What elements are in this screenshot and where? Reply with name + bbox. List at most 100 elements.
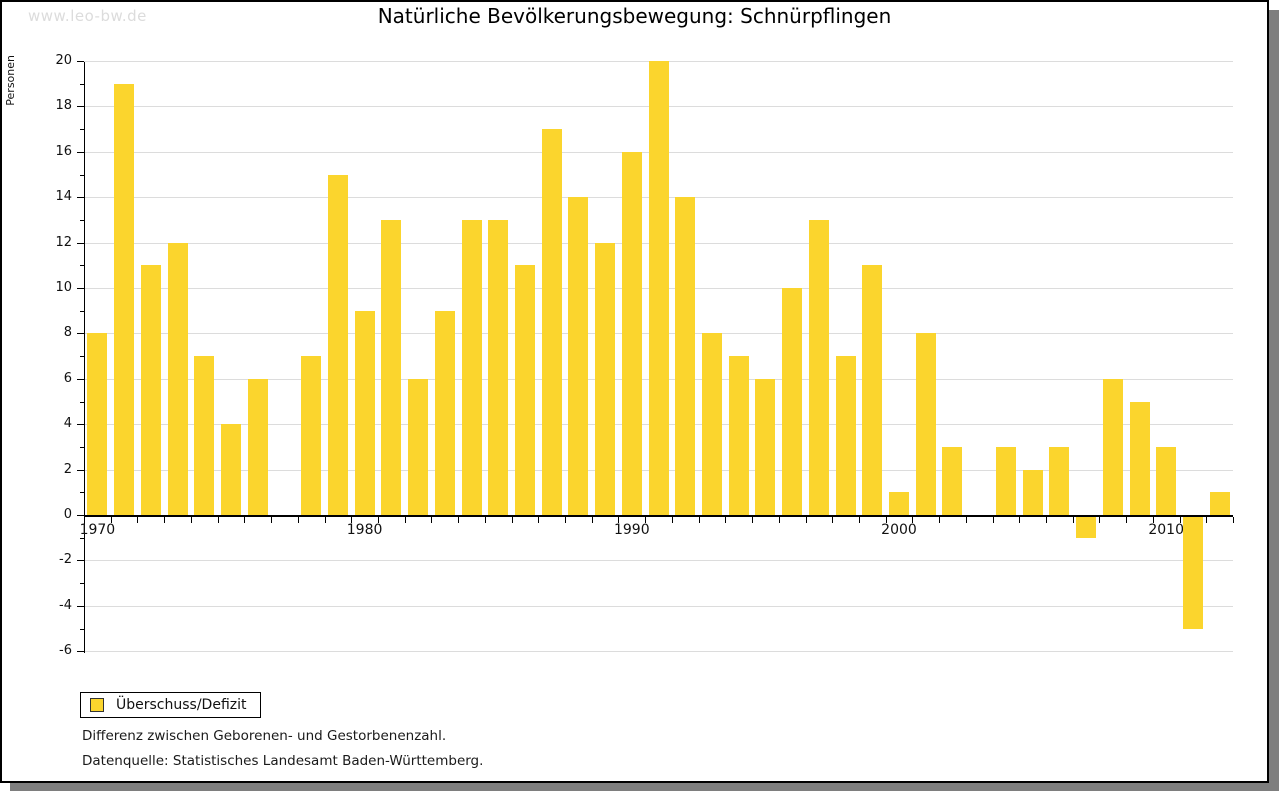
x-tick [591, 517, 593, 523]
x-tick [484, 517, 486, 523]
y-tick-label: 6 [63, 370, 72, 386]
x-tick [1206, 517, 1208, 523]
x-tick [858, 517, 860, 523]
y-tick [80, 537, 84, 539]
y-tick [80, 310, 84, 312]
bar [1049, 446, 1070, 515]
y-tick [80, 129, 84, 131]
bar [221, 424, 241, 515]
legend: Überschuss/Defizit [80, 692, 262, 718]
bar [648, 61, 669, 515]
chart-note: Differenz zwischen Geborenen- und Gestor… [82, 728, 447, 744]
bar [568, 197, 589, 515]
y-axis-line [84, 62, 85, 653]
x-tick [1072, 517, 1074, 523]
gridline [84, 605, 1233, 607]
gridline [84, 651, 1233, 653]
x-tick [190, 517, 192, 523]
x-tick [885, 517, 887, 523]
bar [701, 333, 722, 515]
y-tick [77, 61, 84, 62]
y-tick-label: 10 [55, 280, 72, 295]
y-tick-label: 16 [55, 143, 72, 159]
x-tick [271, 517, 272, 523]
bar [140, 265, 161, 515]
legend-label: Überschuss/Defizit [116, 697, 247, 713]
y-tick-label: 2 [63, 461, 72, 477]
y-tick-label: 0 [63, 507, 72, 522]
y-tick [77, 560, 84, 562]
x-tick [725, 517, 727, 523]
y-tick-label: 8 [63, 325, 72, 341]
bar [889, 492, 909, 515]
x-tick [137, 517, 139, 523]
y-tick [77, 605, 84, 607]
plot-area: -6 -4 -2 0 2 4 6 8 10 12 14 16 18 20 1970 1980 1990 2000 2… [55, 53, 1234, 658]
y-tick [80, 628, 84, 630]
bar [995, 446, 1016, 515]
x-tick [992, 517, 994, 523]
x-tick [1046, 517, 1047, 523]
x-tick [939, 517, 941, 523]
x-tick-label: 1980 [346, 522, 383, 538]
x-tick [752, 517, 753, 523]
x-tick-label: 1990 [613, 522, 650, 538]
bar [247, 378, 268, 515]
x-tick-label: 2000 [881, 522, 917, 538]
x-tick [164, 517, 166, 523]
bar [301, 356, 322, 515]
bar [621, 151, 642, 515]
x-tick [565, 517, 566, 523]
y-tick-label: -4 [59, 597, 72, 613]
gridline [84, 560, 1233, 562]
bar [1076, 517, 1096, 538]
y-tick [80, 583, 84, 585]
bar [541, 129, 562, 515]
chart-title: Natürliche Bevölkerungsbewegung: Schnürp… [377, 4, 892, 28]
y-tick [77, 242, 84, 244]
x-tick [1099, 517, 1101, 523]
x-tick [351, 517, 353, 523]
y-tick [80, 83, 84, 85]
x-tick [404, 517, 406, 523]
x-tick [965, 517, 967, 523]
bar [514, 265, 535, 515]
x-tick [458, 517, 460, 523]
y-tick-label: -2 [59, 552, 72, 568]
y-tick [77, 333, 84, 335]
x-tick [297, 517, 299, 523]
bar [808, 219, 829, 515]
bar [1129, 401, 1150, 515]
y-axis-title: Personen [4, 55, 17, 106]
bar [114, 83, 135, 515]
y-tick [77, 197, 84, 199]
x-tick [217, 517, 219, 523]
x-tick [618, 517, 620, 523]
y-tick [80, 219, 84, 221]
y-tick-label: 18 [55, 98, 72, 114]
x-axis-line [84, 515, 1233, 517]
x-tick [645, 517, 647, 523]
bar [461, 219, 482, 515]
legend-swatch [90, 698, 104, 712]
bar [1182, 517, 1203, 629]
bar [488, 219, 509, 515]
y-tick [80, 492, 84, 494]
x-tick [832, 517, 834, 523]
y-tick-label: 20 [55, 53, 72, 68]
y-tick-label: -6 [59, 643, 72, 659]
bar [782, 288, 803, 515]
bar [167, 242, 188, 515]
y-tick [77, 288, 84, 289]
x-tick [698, 517, 700, 523]
source-note: Datenquelle: Statistisches Landesamt Bad… [82, 753, 484, 769]
bar [1209, 492, 1230, 515]
bar [942, 446, 963, 515]
y-tick [77, 424, 84, 426]
x-tick [377, 517, 379, 523]
y-tick [80, 446, 84, 448]
bar [755, 378, 776, 515]
x-tick [538, 517, 540, 523]
y-tick-label: 4 [63, 416, 72, 432]
